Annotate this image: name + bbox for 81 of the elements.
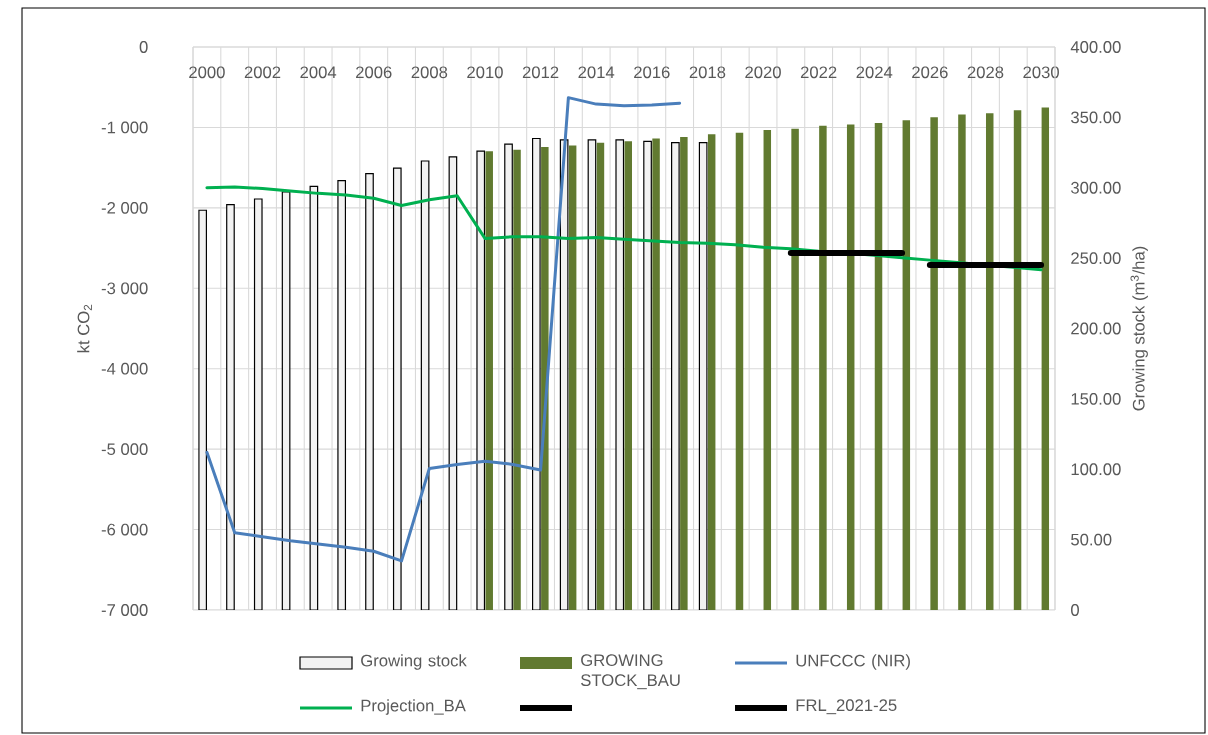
bar: [420, 160, 430, 610]
bar: [791, 128, 799, 610]
x-tick-label: 2002: [244, 66, 281, 79]
bar: [587, 139, 597, 610]
y2-tick-label: 100.00: [1071, 463, 1121, 476]
bar: [596, 142, 605, 610]
x-tick-label: 2018: [689, 66, 726, 79]
legend-label: GROWING STOCK_BAU: [581, 654, 680, 690]
legend-label: UNFCCC (NIR): [796, 654, 910, 670]
y2-tick-label: 0: [1071, 604, 1079, 616]
x-tick-label: 2028: [967, 66, 1004, 79]
bar: [985, 113, 994, 610]
bar: [763, 130, 772, 610]
bar: [568, 145, 577, 610]
bar: [392, 167, 402, 610]
bar: [253, 198, 263, 610]
bar: [1013, 110, 1022, 610]
bar: [531, 137, 541, 610]
bar: [958, 114, 966, 610]
bar: [365, 173, 374, 610]
bar: [643, 140, 652, 610]
y2-tick-label: 150.00: [1071, 392, 1121, 405]
x-tick-label: 2020: [745, 66, 781, 79]
legend-label: FRL_2021-25: [796, 699, 897, 715]
y-tick-label: -6 000: [101, 523, 148, 536]
y2-axis-title: Growing stock (m$^{3}$/ha): [1130, 246, 1148, 411]
x-tick-label: 2014: [578, 66, 615, 79]
bar: [735, 132, 744, 610]
x-tick-label: 2000: [189, 66, 225, 79]
x-tick-label: 2024: [856, 66, 893, 79]
y-axis-title: kt CO$_{2}$: [77, 304, 92, 353]
bar: [1041, 107, 1050, 610]
y-tick-label: -4 000: [101, 362, 148, 375]
y2-tick-label: 300.00: [1071, 181, 1121, 194]
bar: [902, 120, 911, 610]
bar: [874, 123, 883, 610]
y2-tick-label: 350.00: [1071, 111, 1121, 124]
bar: [846, 124, 855, 610]
x-tick-label: 2004: [300, 66, 337, 79]
bar: [680, 137, 688, 610]
bar: [337, 180, 347, 610]
bar: [707, 134, 716, 610]
bar: [226, 204, 235, 610]
y2-tick-label: 50.00: [1071, 533, 1112, 546]
bar: [819, 125, 827, 610]
x-tick-label: 2006: [356, 66, 392, 79]
bar: [615, 139, 625, 610]
bar: [559, 139, 569, 610]
bar: [309, 185, 319, 610]
bar: [930, 117, 938, 610]
bar: [448, 156, 458, 610]
bar: [513, 149, 521, 610]
x-tick-label: 2010: [467, 66, 503, 79]
y2-tick-label: 400.00: [1070, 41, 1121, 53]
y2-tick-label: 250.00: [1071, 252, 1121, 265]
bar: [671, 142, 680, 610]
x-tick-label: 2008: [411, 66, 448, 79]
bar: [624, 141, 632, 610]
bar: [652, 138, 660, 610]
y-tick-label: -1 000: [101, 121, 148, 134]
y-tick-label: 0: [139, 41, 148, 53]
bar: [198, 209, 208, 610]
legend-label: Projection_BA: [361, 699, 466, 715]
y-tick-label: -7 000: [101, 604, 148, 616]
x-tick-label: 2016: [634, 66, 670, 79]
bar: [281, 191, 291, 610]
x-tick-label: 2026: [912, 66, 948, 79]
bar: [504, 143, 513, 610]
legend-label: Growing stock: [361, 654, 467, 670]
bar: [541, 146, 549, 610]
bar: [698, 142, 708, 610]
line-series: [205, 96, 682, 563]
y2-tick-label: 200.00: [1071, 322, 1121, 335]
bar: [476, 150, 486, 610]
y-tick-label: -2 000: [101, 201, 148, 214]
bar: [485, 151, 493, 610]
x-tick-label: 2030: [1023, 66, 1059, 79]
y-tick-label: -3 000: [101, 282, 148, 295]
x-tick-label: 2022: [800, 66, 837, 79]
y-tick-label: -5 000: [101, 443, 148, 456]
x-tick-label: 2012: [522, 66, 559, 79]
